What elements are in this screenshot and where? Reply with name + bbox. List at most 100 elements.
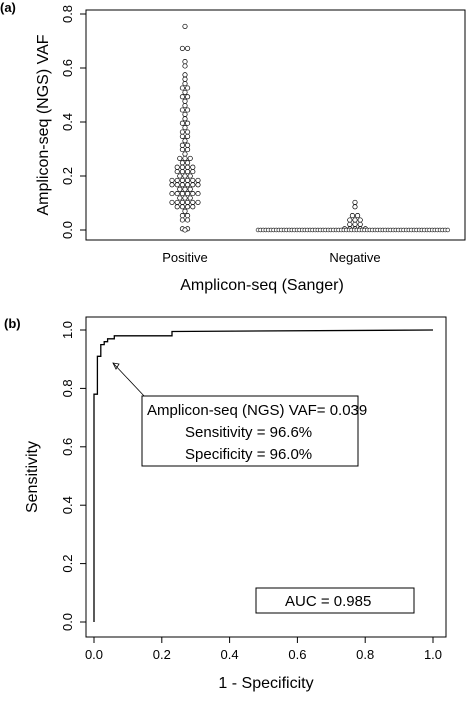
panel-b-xtick-label: 0.6: [288, 647, 306, 662]
auc-label: AUC = 0.985: [285, 593, 371, 610]
panel-a-ytick-label: 0.8: [60, 5, 75, 23]
panel-b-xtick-label: 0.8: [356, 647, 374, 662]
data-point-positive: [182, 59, 188, 65]
data-point-positive: [179, 45, 185, 51]
panel-a-ytick-label: 0.6: [60, 59, 75, 77]
data-point-positive: [185, 182, 191, 188]
panel-a-ytick-label: 0.2: [60, 167, 75, 185]
data-point-negative: [445, 227, 450, 233]
panel-b-yticks: 0.0 0.2 0.4 0.6 0.8 1.0: [60, 321, 86, 631]
data-point-positive: [182, 81, 188, 87]
panel-b-frame: [85, 316, 447, 638]
data-point-positive: [182, 111, 188, 117]
data-point-negative: [347, 217, 353, 223]
annotation-line-vaf: Amplicon-seq (NGS) VAF= 0.039: [147, 402, 367, 419]
data-point-positive: [179, 191, 185, 197]
panel-b-xtick-label: 0.2: [153, 647, 171, 662]
data-point-positive: [185, 160, 191, 166]
data-point-positive: [177, 186, 183, 192]
data-point-positive: [190, 204, 196, 210]
data-point-positive: [182, 138, 188, 144]
data-point-positive: [179, 120, 185, 126]
data-point-positive: [195, 182, 201, 188]
panel-a-xlabel: Amplicon-seq (Sanger): [180, 277, 344, 294]
data-point-positive: [185, 169, 191, 175]
data-point-negative: [352, 204, 358, 210]
panel-b-ytick-label: 0.6: [60, 438, 75, 456]
data-point-positive: [185, 85, 191, 91]
data-point-positive: [179, 164, 185, 170]
data-point-negative: [357, 221, 363, 227]
panel-b-xlabel: 1 - Specificity: [218, 675, 313, 692]
panel-b-ytick-label: 0.4: [60, 496, 75, 514]
panel-a-ylabel: Amplicon-seq (NGS) VAF: [35, 34, 52, 215]
data-point-positive: [174, 182, 180, 188]
data-point-positive: [182, 125, 188, 131]
data-point-positive: [177, 195, 183, 201]
data-point-positive: [185, 133, 191, 139]
data-point-positive: [182, 72, 188, 78]
data-point-positive: [185, 107, 191, 113]
data-point-positive: [182, 23, 188, 29]
data-point-positive: [182, 103, 188, 109]
data-point-positive: [195, 199, 201, 205]
data-point-positive: [179, 142, 185, 148]
data-point-negative: [352, 221, 358, 227]
data-point-positive: [195, 191, 201, 197]
panel-b-xtick-label: 0.0: [85, 647, 103, 662]
data-point-positive: [182, 76, 188, 82]
data-point-negative: [349, 213, 355, 219]
annotation-arrowhead: [112, 362, 120, 370]
auc-box: [255, 587, 415, 614]
data-point-positive: [185, 129, 191, 135]
data-point-positive: [185, 213, 191, 219]
data-point-positive: [179, 217, 185, 223]
data-point-positive: [182, 195, 188, 201]
data-point-negative: [357, 217, 363, 223]
data-point-positive: [185, 217, 191, 223]
data-point-positive: [169, 199, 175, 205]
data-point-positive: [174, 169, 180, 175]
data-point-positive: [179, 94, 185, 100]
data-point-positive: [179, 129, 185, 135]
panel-b-xtick-label: 0.4: [221, 647, 239, 662]
data-point-positive: [179, 177, 185, 183]
data-point-negative: [347, 221, 353, 227]
data-point-positive: [179, 147, 185, 153]
data-point-positive: [185, 204, 191, 210]
data-point-positive: [185, 164, 191, 170]
data-point-positive: [169, 177, 175, 183]
data-point-positive: [174, 177, 180, 183]
data-point-positive: [185, 120, 191, 126]
data-point-positive: [174, 191, 180, 197]
data-point-positive: [187, 155, 193, 161]
data-point-positive: [177, 155, 183, 161]
data-point-positive: [182, 151, 188, 157]
annotation-line-sensitivity: Sensitivity = 96.6%: [185, 424, 312, 441]
data-point-positive: [179, 199, 185, 205]
data-point-positive: [185, 191, 191, 197]
data-point-negative: [352, 217, 358, 223]
data-point-positive: [185, 45, 191, 51]
data-point-positive: [179, 85, 185, 91]
data-point-positive: [179, 213, 185, 219]
data-point-positive: [185, 142, 191, 148]
panel-a-yticks: 0.0 0.2 0.4 0.6 0.8: [60, 5, 86, 239]
panel-b: (b) 0.0 0.2 0.4 0.6 0.8 1.0 0.0 0.2 0.4 0.6 0.8 1.…: [4, 316, 447, 692]
data-point-negative: [352, 199, 358, 205]
data-point-positive: [179, 160, 185, 166]
data-point-positive: [174, 204, 180, 210]
data-point-positive: [169, 182, 175, 188]
data-point-positive: [174, 199, 180, 205]
data-point-positive: [190, 169, 196, 175]
data-point-positive: [187, 173, 193, 179]
panel-b-xtick-label: 1.0: [424, 647, 442, 662]
roc-curve: [93, 329, 434, 622]
data-point-positive: [179, 133, 185, 139]
data-point-positive: [182, 186, 188, 192]
data-point-positive: [182, 89, 188, 95]
data-point-positive: [174, 164, 180, 170]
panel-a-points: [169, 23, 450, 233]
data-point-positive: [190, 177, 196, 183]
